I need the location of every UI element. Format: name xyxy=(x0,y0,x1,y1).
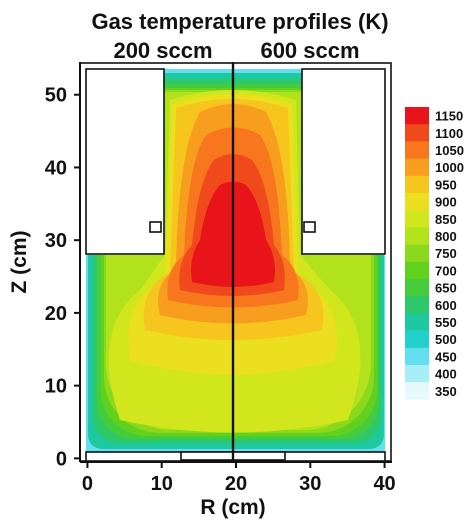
colorbar-label: 400 xyxy=(435,367,457,382)
colorbar-label: 600 xyxy=(435,298,457,313)
colorbar-swatch xyxy=(405,296,429,314)
y-tick-label: 40 xyxy=(45,157,67,179)
colorbar-label: 900 xyxy=(435,195,457,210)
x-tick-label: 30 xyxy=(299,473,321,495)
colorbar-label: 850 xyxy=(435,212,457,227)
colorbar-swatch xyxy=(405,313,429,331)
colorbar-label: 750 xyxy=(435,246,457,261)
colorbar-swatch xyxy=(405,279,429,297)
x-tick-label: 40 xyxy=(373,473,395,495)
colorbar-swatch xyxy=(405,244,429,263)
colorbar-label: 1100 xyxy=(435,126,463,141)
panel-label-left: 200 sccm xyxy=(113,38,212,63)
colorbar-swatch xyxy=(405,193,429,211)
colorbar-label: 650 xyxy=(435,281,457,296)
colorbar-label: 550 xyxy=(435,315,457,330)
x-tick-label: 20 xyxy=(225,473,247,495)
colorbar-swatch xyxy=(405,227,429,245)
colorbar-label: 1000 xyxy=(435,160,464,175)
y-axis-label: Z (cm) xyxy=(8,231,31,294)
y-tick-label: 20 xyxy=(45,303,67,325)
reactor-structure xyxy=(79,62,392,462)
colorbar-swatch xyxy=(405,210,429,228)
y-tick-label: 30 xyxy=(45,230,67,252)
colorbar-swatch xyxy=(405,382,429,400)
colorbar-swatch xyxy=(405,330,429,349)
colorbar-swatch xyxy=(405,141,429,159)
x-tick-label: 0 xyxy=(82,473,93,495)
colorbar-swatch xyxy=(405,347,429,366)
right-notch xyxy=(303,221,316,233)
x-tick-label: 10 xyxy=(151,473,173,495)
colorbar-swatch xyxy=(405,175,429,194)
colorbar-swatch xyxy=(405,261,429,280)
y-tick-label: 0 xyxy=(56,448,67,470)
colorbar-swatch xyxy=(405,107,429,125)
right-upper-block xyxy=(301,68,386,255)
colorbar-label: 1050 xyxy=(435,143,464,158)
panel-label-right: 600 sccm xyxy=(260,38,359,63)
colorbar-swatch xyxy=(405,158,429,177)
colorbar-label: 500 xyxy=(435,332,457,347)
colorbar-label: 1150 xyxy=(435,109,463,124)
axis-ticks: 0 10 20 30 40 0 10 20 30 40 50 xyxy=(45,85,396,495)
colorbar-label: 700 xyxy=(435,263,457,278)
colorbar-swatch xyxy=(405,365,429,383)
colorbar-label: 450 xyxy=(435,349,457,364)
x-axis-label: R (cm) xyxy=(200,496,265,519)
colorbar-label: 950 xyxy=(435,177,457,192)
y-tick-label: 10 xyxy=(45,376,67,398)
y-tick-label: 50 xyxy=(45,85,67,107)
chart-title: Gas temperature profiles (K) xyxy=(91,9,388,34)
left-notch xyxy=(149,221,162,233)
colorbar-label: 350 xyxy=(435,384,457,399)
colorbar-label: 800 xyxy=(435,229,457,244)
colorbar: 1150 1100 1050 1000 950 900 850 800 750 700 650 600… xyxy=(405,107,464,400)
colorbar-swatch xyxy=(405,124,429,142)
